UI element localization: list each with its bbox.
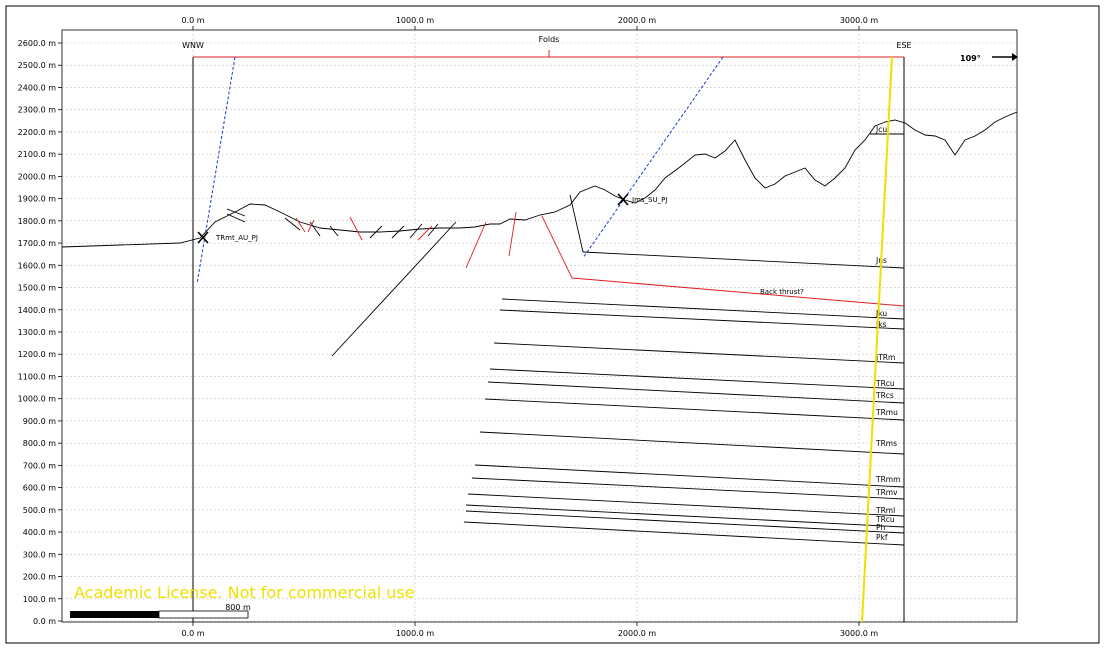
- well-trace-left: [196, 56, 236, 285]
- well-trace-right: [582, 56, 724, 259]
- y-tick-label: 1700.0 m: [18, 239, 57, 248]
- horizon-line: [471, 477, 905, 500]
- horizon-jns: [582, 251, 905, 269]
- x-axis-labels-top: 0.0 m 1000.0 m 2000.0 m 3000.0 m: [181, 16, 878, 25]
- wnw-label: WNW: [182, 41, 204, 50]
- y-tick-label: 1900.0 m: [18, 195, 57, 204]
- x-tick-label-bottom: 0.0 m: [181, 629, 204, 638]
- sample-point-left[interactable]: TRmt_AU_PJ: [197, 231, 258, 244]
- horizon-line: [487, 381, 905, 404]
- horizon-label: Jku: [875, 309, 887, 318]
- x-axis-labels-bottom: 0.0 m 1000.0 m 2000.0 m 3000.0 m: [181, 629, 878, 638]
- horizon-line: [493, 342, 905, 364]
- dip-symbols: [226, 194, 584, 357]
- horizon-line: [467, 493, 905, 517]
- y-tick-label: 2600.0 m: [18, 39, 57, 48]
- horizon-lines: [463, 133, 905, 546]
- y-tick-label: 300.0 m: [23, 550, 56, 559]
- panel-frame: [5, 5, 1100, 644]
- horizon-line: [499, 309, 905, 330]
- topography-line: [61, 111, 1018, 248]
- y-tick-label: 100.0 m: [23, 595, 56, 604]
- y-tick-label: 2400.0 m: [18, 83, 57, 92]
- y-tick-label: 1800.0 m: [18, 217, 57, 226]
- plot-area-border: [61, 29, 1018, 623]
- horizon-label: TRcu: [875, 515, 895, 524]
- y-tick-label: 2100.0 m: [18, 150, 57, 159]
- y-tick-label: 1000.0 m: [18, 395, 57, 404]
- horizon-label: Jcu: [875, 125, 887, 134]
- y-tick-label: 200.0 m: [23, 573, 56, 582]
- horizon-labels: JcuJnsJkuJksJTRmTRcuTRcsTRmuTRmsTRmmTRmv…: [875, 125, 900, 542]
- horizon-line: [474, 464, 905, 488]
- horizon-label: TRmv: [875, 488, 898, 497]
- y-tick-label: 800.0 m: [23, 439, 56, 448]
- horizon-label: TRml: [875, 506, 895, 515]
- horizon-line: [479, 431, 905, 455]
- sample-point-left-label: TRmt_AU_PJ: [215, 234, 258, 242]
- folds-label: Folds: [539, 35, 560, 44]
- back-thrust-line: [571, 277, 905, 307]
- scale-bar-black: [70, 611, 159, 618]
- azimuth-arrow-icon: [1012, 53, 1018, 61]
- horizon-label: TRms: [875, 439, 897, 448]
- horizon-label: TRmu: [875, 408, 898, 417]
- azimuth-label: 109°: [960, 54, 981, 63]
- horizon-line: [489, 368, 905, 390]
- x-tick-label-top: 3000.0 m: [840, 16, 879, 25]
- horizon-line: [465, 504, 905, 528]
- y-tick-label: 1200.0 m: [18, 350, 57, 359]
- x-tick-label-top: 2000.0 m: [618, 16, 657, 25]
- horizon-line: [463, 521, 905, 546]
- horizon-label: Jks: [875, 320, 887, 329]
- y-tick-label: 700.0 m: [23, 461, 56, 470]
- horizon-label: TRcu: [875, 379, 895, 388]
- horizon-label: JTRm: [875, 353, 895, 362]
- y-tick-label: 0.0 m: [33, 617, 56, 626]
- y-tick-label: 1100.0 m: [18, 372, 57, 381]
- y-axis-labels: 2600.0 m 2500.0 m 2400.0 m 2300.0 m 2200.0 m…: [18, 39, 57, 626]
- y-tick-label: 1500.0 m: [18, 284, 57, 293]
- y-tick-label: 2200.0 m: [18, 128, 57, 137]
- x-tick-label-top: 1000.0 m: [396, 16, 435, 25]
- y-tick-label: 900.0 m: [23, 417, 56, 426]
- scale-bar-label: 800 m: [225, 603, 251, 612]
- scale-bar-white: [158, 610, 249, 619]
- horizon-line: [465, 510, 905, 534]
- x-tick-label-top: 0.0 m: [181, 16, 204, 25]
- y-tick-label: 2500.0 m: [18, 61, 57, 70]
- vertical-grid: [192, 26, 860, 626]
- x-tick-label-bottom: 1000.0 m: [396, 629, 435, 638]
- y-tick-label: 2000.0 m: [18, 172, 57, 181]
- back-thrust-label: Back thrust?: [760, 288, 804, 296]
- y-tick-label: 1400.0 m: [18, 306, 57, 315]
- section-highlight-line: [861, 56, 893, 623]
- y-tick-label: 600.0 m: [23, 484, 56, 493]
- horizon-label: TRcs: [875, 391, 894, 400]
- ese-label: ESE: [896, 41, 911, 50]
- sample-point-right-label: Jms_SU_PJ: [631, 196, 667, 204]
- horizon-line: [484, 398, 905, 421]
- license-watermark: Academic License. Not for commercial use: [74, 583, 415, 602]
- x-tick-label-bottom: 3000.0 m: [840, 629, 879, 638]
- sample-point-right[interactable]: Jms_SU_PJ: [617, 193, 667, 206]
- horizon-label: TRmm: [875, 475, 900, 484]
- y-tick-label: 500.0 m: [23, 506, 56, 515]
- horizon-label: Ph: [876, 523, 886, 532]
- y-tick-label: 1600.0 m: [18, 261, 57, 270]
- horizon-line: [501, 298, 905, 320]
- y-tick-label: 400.0 m: [23, 528, 56, 537]
- horizon-label: Pkf: [876, 533, 888, 542]
- x-tick-label-bottom: 2000.0 m: [618, 629, 657, 638]
- horizontal-grid: [58, 42, 1017, 622]
- y-tick-label: 2300.0 m: [18, 106, 57, 115]
- y-tick-label: 1300.0 m: [18, 328, 57, 337]
